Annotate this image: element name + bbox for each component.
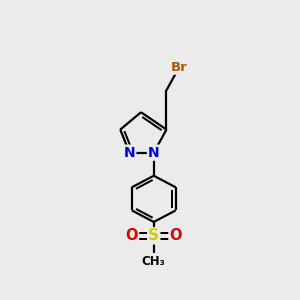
Text: O: O: [126, 228, 138, 243]
Text: O: O: [169, 228, 182, 243]
Text: CH₃: CH₃: [142, 255, 166, 268]
Text: Br: Br: [171, 61, 188, 74]
Text: S: S: [148, 228, 159, 243]
Text: N: N: [148, 146, 160, 160]
Text: N: N: [124, 146, 135, 160]
